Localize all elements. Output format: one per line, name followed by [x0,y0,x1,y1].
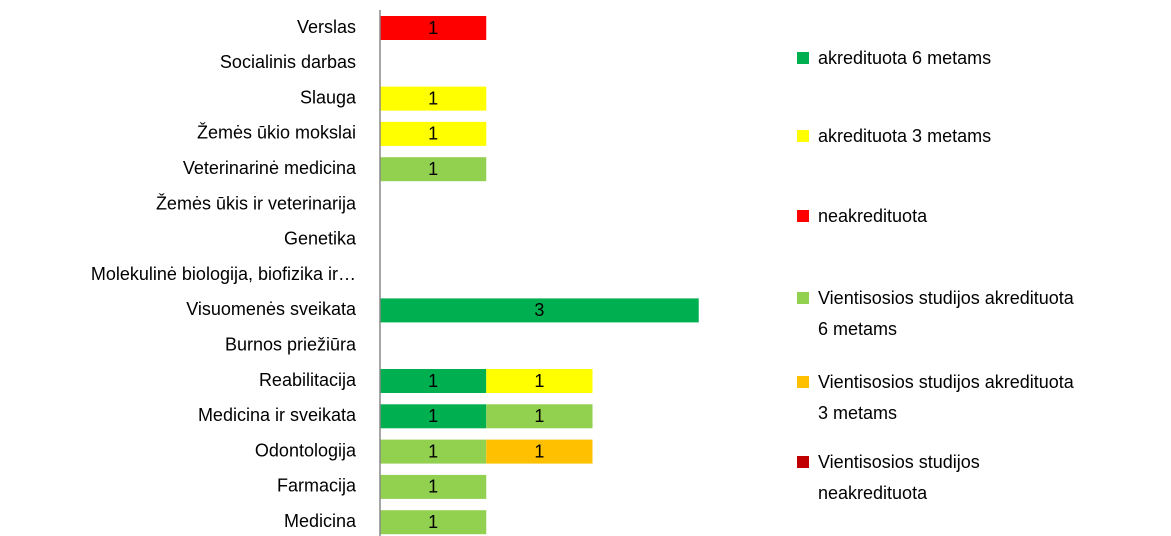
legend-item: akredituota 6 metams [797,43,1082,74]
category-label: Visuomenės sveikata [186,299,357,319]
data-label: 1 [428,441,438,461]
category-label: Socialinis darbas [220,52,356,72]
bar-segment [380,16,487,40]
legend-label: Vientisosios studijos akredituota 3 meta… [818,372,1074,423]
bar-segment [380,86,487,111]
data-label: 3 [534,300,544,320]
data-label: 1 [428,88,438,108]
legend-label: neakredituota [818,206,928,226]
category-label: Žemės ūkio mokslai [197,123,356,143]
category-label: Molekulinė biologija, biofizika ir… [91,264,356,284]
legend-item: Vientisosios studijos akredituota 3 meta… [797,367,1082,429]
bar-segment [380,404,487,429]
data-label: 1 [428,124,438,144]
category-label: Veterinarinė medicina [183,158,357,178]
bar-segment [380,157,487,182]
legend-item: neakredituota [797,201,1082,232]
legend-label: akredituota 6 metams [818,48,992,68]
category-label: Žemės ūkis ir veterinarija [156,193,357,213]
bar-segment [380,439,487,464]
legend-swatch [797,292,809,304]
legend-item: Vientisosios studijos akredituota 6 meta… [797,283,1082,345]
data-label: 1 [428,477,438,497]
bar-segment [486,404,593,429]
category-label: Medicina ir sveikata [198,405,357,425]
data-label: 1 [428,159,438,179]
data-label: 1 [534,441,544,461]
bar-segment [380,510,487,535]
legend-item: Vientisosios studijos neakredituota [797,447,1082,509]
bar-segment [486,439,593,464]
legend-label: Vientisosios studijos neakredituota [818,452,980,503]
category-label: Odontologija [255,440,357,460]
data-label: 1 [428,371,438,391]
legend-swatch [797,130,809,142]
legend-swatch [797,376,809,388]
bar-segment [380,121,487,146]
category-label: Reabilitacija [259,370,357,390]
legend-swatch [797,52,809,64]
category-label: Genetika [284,229,357,249]
data-label: 1 [428,512,438,532]
legend-item: akredituota 3 metams [797,121,1082,152]
data-label: 1 [534,371,544,391]
category-label: Medicina [284,511,357,531]
bar-segment [380,298,699,323]
data-label: 1 [534,406,544,426]
legend-label: Vientisosios studijos akredituota 6 meta… [818,288,1074,339]
data-label: 1 [428,406,438,426]
legend-swatch [797,456,809,468]
category-label: Burnos priežiūra [225,334,357,354]
category-label: Slauga [300,87,357,107]
legend-label: akredituota 3 metams [818,126,992,146]
category-label: Farmacija [277,476,357,496]
category-label: Verslas [297,17,356,37]
data-label: 1 [428,18,438,38]
bar-segment [380,369,487,393]
bar-segment [380,474,487,499]
legend-swatch [797,210,809,222]
bar-segment [486,369,593,393]
